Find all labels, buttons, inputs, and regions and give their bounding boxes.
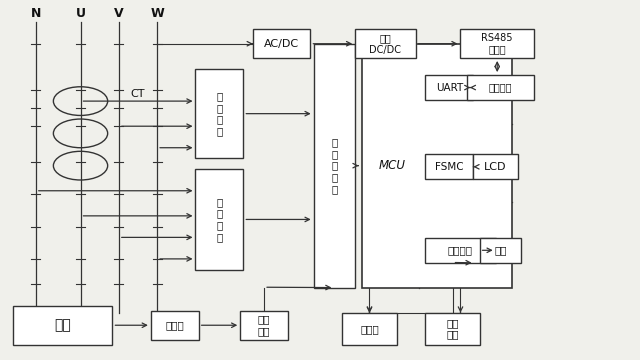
Text: N: N — [31, 7, 41, 20]
Text: V: V — [114, 7, 124, 20]
Text: FSMC: FSMC — [435, 162, 463, 172]
Text: 电机: 电机 — [54, 318, 71, 332]
Text: 通用接口: 通用接口 — [448, 245, 473, 255]
Bar — [426, 313, 479, 345]
Text: 热电阻: 热电阻 — [165, 320, 184, 330]
Text: AC/DC: AC/DC — [264, 39, 300, 49]
Bar — [151, 311, 198, 339]
Text: RS485
收发器: RS485 收发器 — [481, 33, 513, 54]
Text: MCU: MCU — [379, 159, 406, 172]
Bar — [314, 44, 355, 288]
Bar — [467, 75, 534, 100]
Bar — [195, 169, 243, 270]
Text: UART: UART — [436, 82, 463, 93]
Text: 隔离芯片: 隔离芯片 — [489, 82, 512, 93]
Text: 分
压
滤
波: 分 压 滤 波 — [216, 197, 223, 242]
Text: LCD: LCD — [484, 162, 507, 172]
Bar — [195, 69, 243, 158]
Text: CT: CT — [131, 89, 145, 99]
Text: 放
大
滤
波: 放 大 滤 波 — [216, 91, 223, 136]
Bar — [362, 44, 511, 288]
Text: 维电器: 维电器 — [360, 324, 379, 334]
Bar — [426, 75, 473, 100]
Text: 模
数
转
换
器: 模 数 转 换 器 — [332, 138, 337, 194]
Text: 按键: 按键 — [494, 245, 507, 255]
Bar — [473, 154, 518, 179]
Bar — [355, 30, 416, 58]
Bar — [426, 154, 473, 179]
Bar — [342, 313, 397, 345]
Bar — [253, 30, 310, 58]
Bar — [479, 238, 521, 263]
Text: 隔离
DC/DC: 隔离 DC/DC — [369, 33, 401, 54]
Bar — [426, 238, 495, 263]
Bar — [13, 306, 113, 345]
Text: 光电
隔离: 光电 隔离 — [446, 318, 459, 339]
Bar — [240, 311, 288, 339]
Text: U: U — [76, 7, 86, 20]
Text: W: W — [150, 7, 164, 20]
Bar — [461, 30, 534, 58]
Text: 处理
电路: 处理 电路 — [258, 314, 270, 336]
